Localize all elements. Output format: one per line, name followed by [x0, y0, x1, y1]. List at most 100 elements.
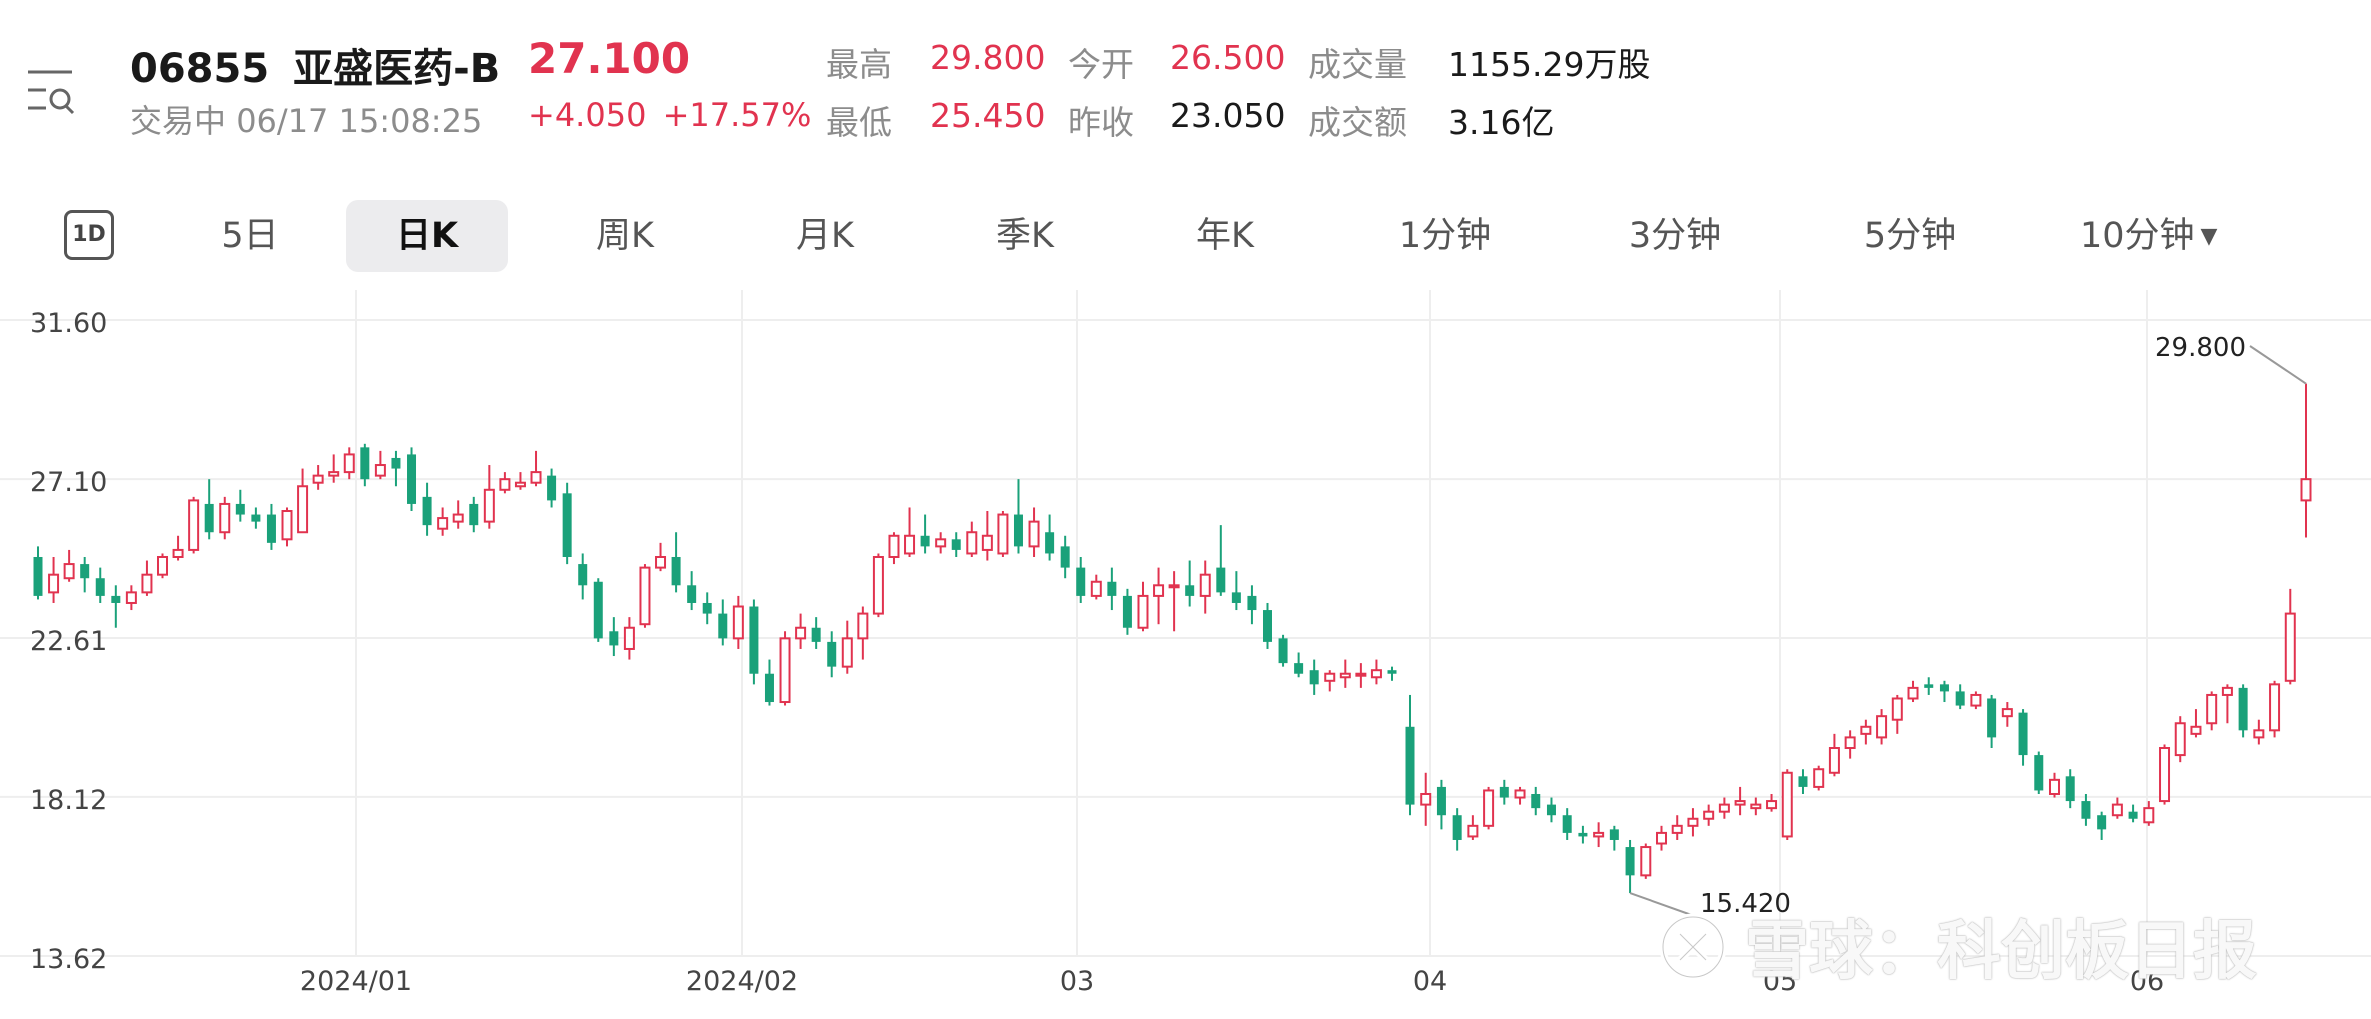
- candle-body-up: [530, 471, 542, 484]
- dropdown-arrow-icon: ▼: [2200, 224, 2218, 249]
- candle-body-up: [188, 499, 200, 551]
- candle-body-up: [1781, 771, 1793, 838]
- candle-body-down: [578, 564, 588, 586]
- candle-body-down: [1924, 684, 1934, 688]
- candle-body-down: [1798, 776, 1808, 787]
- candle-body-up: [981, 534, 993, 551]
- tab-yearly-k[interactable]: 年K: [1196, 216, 1254, 256]
- candle-body-down: [702, 602, 712, 614]
- candle-body-up: [1907, 686, 1919, 700]
- tab-monthly-k[interactable]: 月K: [796, 216, 854, 256]
- candle-body-down: [2128, 811, 2138, 819]
- candle-body-down: [235, 503, 245, 515]
- candle-body-up: [1703, 810, 1715, 820]
- candle-body-up: [1514, 789, 1526, 799]
- candle-body-up: [499, 478, 511, 491]
- candle-body-up: [2253, 729, 2265, 739]
- current-price: 27.100: [528, 34, 691, 83]
- xueqiu-logo-icon: [1659, 913, 1727, 981]
- tab-5-min[interactable]: 5分钟: [1863, 216, 1957, 256]
- candle-body-up: [655, 555, 667, 569]
- candle-body-down: [251, 514, 261, 522]
- prev-close-value: 23.050: [1170, 96, 1286, 135]
- candle-body-down: [1045, 532, 1055, 554]
- candlestick-chart[interactable]: 31.60 27.10 22.61 18.12 13.62 2024/01 2024/02 0…: [0, 290, 2371, 1019]
- watermark-text: 雪球：科创板日报: [1745, 915, 2257, 989]
- candle-body-down: [1939, 684, 1949, 692]
- candle-body-down: [1060, 546, 1070, 568]
- trading-datetime: 06/17 15:08:25: [236, 102, 483, 140]
- candle-body-down: [547, 475, 557, 501]
- tab-daily-k[interactable]: 日K: [346, 200, 508, 272]
- candle-body-up: [1355, 672, 1367, 677]
- candle-body-down: [1987, 698, 1997, 738]
- candle-body-up: [374, 464, 386, 477]
- candle-body-up: [888, 534, 900, 558]
- tab-10-min-label: 10分钟: [2080, 216, 2195, 256]
- candle-body-up: [1420, 792, 1432, 806]
- candle-body-up: [343, 453, 355, 474]
- y-tick-label: 18.12: [30, 785, 107, 816]
- x-tick-label: 2024/02: [686, 966, 798, 997]
- tab-5-day[interactable]: 5日: [221, 216, 279, 256]
- candle-body-up: [1876, 715, 1888, 739]
- candle-body-up: [1671, 824, 1683, 834]
- candle-body-up: [1640, 846, 1652, 877]
- candle-body-down: [1294, 663, 1304, 674]
- candle-body-up: [2001, 708, 2013, 718]
- candle-body-down: [469, 503, 479, 526]
- candle-body-down: [1499, 786, 1509, 798]
- candle-body-up: [935, 538, 947, 548]
- candle-body-up: [1339, 672, 1351, 679]
- candle-body-up: [1656, 831, 1668, 845]
- stock-code: 06855: [130, 46, 270, 92]
- candle-body-down: [1231, 592, 1241, 603]
- candle-body-down: [609, 631, 619, 646]
- candle-body-down: [266, 514, 276, 543]
- candle-body-up: [857, 612, 869, 640]
- tab-weekly-k[interactable]: 周K: [596, 216, 654, 256]
- menu-search-icon[interactable]: [24, 66, 76, 122]
- candle-body-up: [2284, 612, 2296, 682]
- tab-1-min[interactable]: 1分钟: [1398, 216, 1492, 256]
- candle-body-up: [437, 517, 449, 530]
- candle-body-down: [593, 581, 603, 639]
- candle-body-up: [172, 548, 184, 558]
- candle-body-down: [2065, 776, 2075, 802]
- candle-body-up: [966, 531, 978, 555]
- one-day-toggle[interactable]: 1D: [64, 210, 114, 260]
- candle-body-down: [2081, 801, 2091, 819]
- candle-body-up: [1860, 725, 1872, 735]
- candle-body-down: [1247, 595, 1257, 611]
- tab-quarterly-k[interactable]: 季K: [996, 216, 1054, 256]
- candle-body-up: [2221, 686, 2233, 696]
- candle-body-down: [1122, 595, 1132, 628]
- candle-body-up: [1844, 736, 1856, 750]
- candle-body-up: [623, 626, 635, 650]
- candle-body-down: [1609, 829, 1619, 840]
- candle-body-up: [1168, 584, 1180, 589]
- candle-body-up: [639, 566, 651, 626]
- candle-body-up: [1137, 594, 1149, 629]
- candle-body-up: [1467, 824, 1479, 838]
- candle-body-up: [841, 637, 853, 668]
- volume-value: 1155.29万股: [1448, 45, 1651, 84]
- candle-body-up: [157, 555, 169, 576]
- candle-body-down: [1076, 567, 1086, 596]
- candle-body-up: [281, 510, 293, 541]
- tab-3-min[interactable]: 3分钟: [1628, 216, 1722, 256]
- candle-body-up: [1090, 580, 1102, 597]
- candle-body-up: [795, 626, 807, 640]
- y-tick-label: 13.62: [30, 944, 107, 975]
- x-tick-label: 06: [2130, 966, 2164, 997]
- high-value: 29.800: [930, 38, 1046, 77]
- candle-body-down: [1531, 793, 1541, 809]
- candle-body-up: [2300, 478, 2312, 502]
- candle-body-down: [827, 641, 837, 667]
- tab-10-min[interactable]: 10分钟 ▼: [2080, 200, 2240, 272]
- candle-body-down: [95, 578, 105, 596]
- candle-body-down: [562, 493, 572, 557]
- candle-body-up: [1483, 789, 1495, 827]
- turnover-value: 3.16亿: [1448, 103, 1555, 142]
- candle-body-down: [920, 535, 930, 547]
